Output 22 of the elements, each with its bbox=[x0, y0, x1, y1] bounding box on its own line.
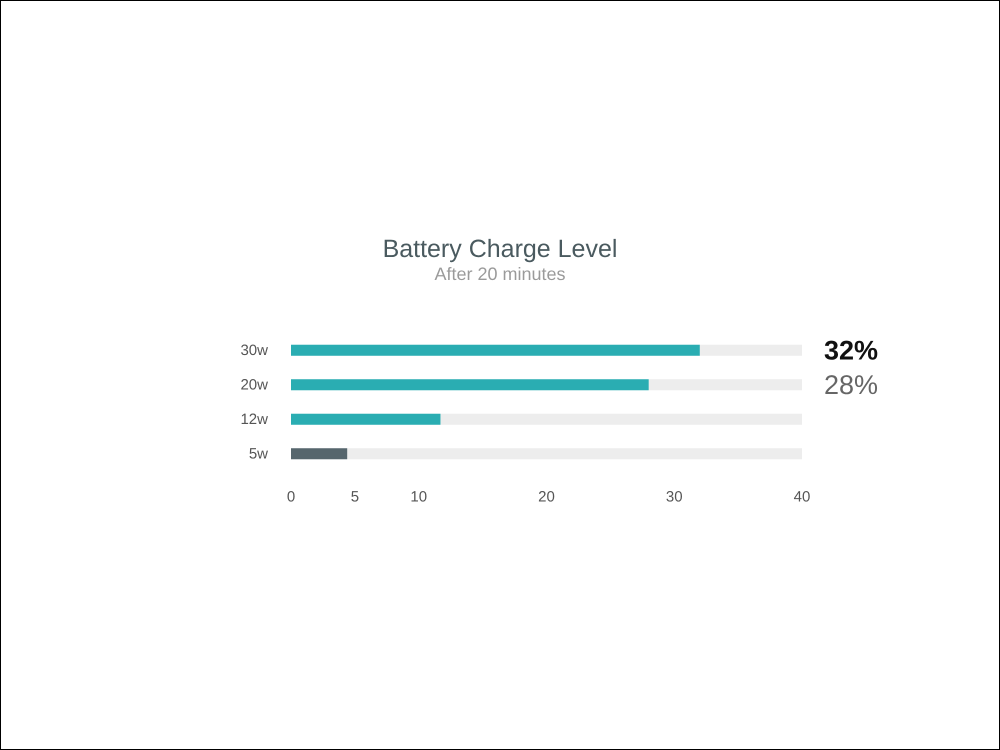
x-tick-label: 10 bbox=[410, 488, 428, 506]
bar bbox=[648, 379, 802, 390]
chart-subtitle: After 20 minutes bbox=[434, 264, 566, 284]
bar bbox=[291, 448, 348, 460]
x-tick-label: 20 bbox=[538, 488, 555, 506]
bar bbox=[291, 344, 700, 356]
bar bbox=[291, 379, 649, 390]
y-tick-label: 20w bbox=[240, 376, 268, 394]
data-label: 32% bbox=[824, 335, 878, 366]
data-label: 28% bbox=[824, 370, 878, 400]
bar bbox=[291, 414, 440, 425]
x-tick-label: 30 bbox=[666, 488, 683, 506]
bar bbox=[347, 448, 802, 460]
chart-title: Battery Charge Level bbox=[382, 235, 618, 263]
x-tick-label: 0 bbox=[286, 488, 296, 506]
bar bbox=[700, 344, 802, 356]
x-tick-label: 40 bbox=[794, 488, 810, 506]
x-tick-label: 5 bbox=[350, 488, 360, 506]
y-tick-label: 30w bbox=[240, 342, 268, 360]
bar bbox=[440, 414, 802, 425]
y-tick-label: 5w bbox=[248, 446, 268, 463]
y-tick-label: 12w bbox=[240, 411, 268, 428]
